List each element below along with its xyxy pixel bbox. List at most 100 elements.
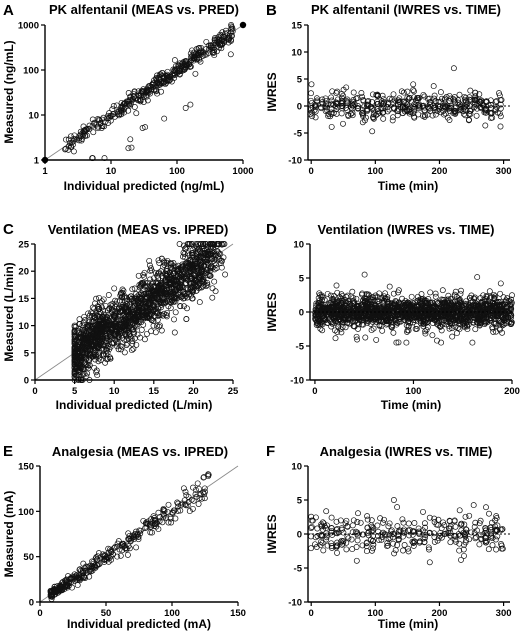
data-point — [401, 520, 406, 525]
x-tick-label: 5 — [72, 386, 78, 397]
data-point — [458, 557, 463, 562]
chart-title: Ventilation (IWRES vs. TIME) — [318, 222, 495, 237]
data-point — [110, 107, 115, 112]
data-point — [334, 550, 339, 555]
data-point — [404, 340, 409, 345]
data-point — [166, 502, 171, 507]
data-point — [438, 90, 443, 95]
y-tick-label: 10 — [18, 321, 29, 332]
data-point — [333, 336, 338, 341]
data-point — [172, 58, 177, 63]
data-point — [498, 541, 503, 546]
y-tick-label: 100 — [23, 66, 39, 77]
y-axis-label: Measured (L/min) — [2, 262, 16, 361]
data-point — [126, 146, 131, 151]
data-point — [498, 114, 503, 119]
data-points — [313, 272, 515, 345]
data-points — [72, 241, 228, 382]
x-tick-label: 150 — [230, 608, 246, 619]
chart-title: PK alfentanil (MEAS vs. PRED) — [49, 2, 239, 17]
chart-title: Ventilation (MEAS vs. IPRED) — [48, 222, 229, 237]
data-point — [345, 293, 350, 298]
data-point — [380, 520, 385, 525]
data-point — [470, 340, 475, 345]
data-point — [380, 328, 385, 333]
y-tick-label: 10 — [293, 240, 304, 251]
endpoint-marker — [240, 22, 246, 28]
data-point — [128, 137, 133, 142]
data-point — [210, 286, 215, 291]
data-point — [473, 327, 478, 332]
data-point — [458, 288, 463, 293]
y-axis-label: Measured (ng/mL) — [2, 40, 16, 143]
data-point — [498, 124, 503, 129]
data-point — [391, 330, 396, 335]
x-axis-label: Individual predicted (mA) — [67, 617, 211, 631]
data-points — [308, 497, 505, 565]
y-tick-label: 15 — [291, 21, 302, 32]
data-point — [457, 548, 462, 553]
x-tick-label: 10 — [109, 386, 120, 397]
y-tick-label: 0 — [29, 598, 34, 609]
panel-letter: F — [266, 443, 275, 460]
y-tick-label: 100 — [18, 507, 34, 518]
data-point — [453, 289, 458, 294]
data-point — [162, 116, 167, 121]
x-tick-label: 0 — [32, 386, 37, 397]
data-point — [197, 300, 202, 305]
chart-title: Analgesia (MEAS vs. IPRED) — [52, 444, 228, 459]
y-tick-label: 0 — [24, 376, 29, 387]
x-axis-label: Time (min) — [381, 398, 441, 412]
data-point — [346, 536, 351, 541]
x-tick-label: 50 — [101, 608, 112, 619]
data-point — [498, 281, 503, 286]
data-point — [475, 275, 480, 280]
x-tick-label: 100 — [164, 608, 180, 619]
y-tick-label: 150 — [18, 462, 34, 473]
x-tick-label: 1 — [42, 166, 48, 177]
x-tick-label: 100 — [406, 386, 422, 397]
x-tick-label: 200 — [432, 166, 448, 177]
data-point — [106, 292, 111, 297]
data-point — [344, 547, 349, 552]
data-points — [308, 66, 504, 134]
data-point — [334, 283, 339, 288]
data-point — [313, 115, 318, 120]
data-point — [359, 90, 364, 95]
data-point — [228, 52, 233, 57]
data-points — [63, 22, 236, 160]
panel-c: C Ventilation (MEAS vs. IPRED) Measured … — [2, 221, 239, 412]
data-points — [48, 472, 211, 602]
data-point — [172, 330, 177, 335]
data-point — [439, 340, 444, 345]
x-tick-label: 15 — [149, 386, 160, 397]
data-point — [427, 560, 432, 565]
data-point — [75, 583, 80, 588]
data-point — [400, 517, 405, 522]
data-point — [471, 503, 476, 508]
data-point — [112, 286, 117, 291]
x-tick-label: 25 — [228, 386, 239, 397]
data-point — [412, 520, 417, 525]
data-point — [321, 548, 326, 553]
x-tick-label: 1000 — [232, 166, 253, 177]
data-point — [114, 103, 119, 108]
data-point — [430, 333, 435, 338]
data-point — [391, 92, 396, 97]
panel-letter: D — [266, 221, 277, 238]
data-point — [391, 497, 396, 502]
x-axis-label: Time (min) — [378, 179, 438, 193]
data-point — [350, 289, 355, 294]
y-tick-label: -10 — [290, 376, 304, 387]
data-point — [370, 129, 375, 134]
data-point — [467, 513, 472, 518]
data-point — [409, 294, 414, 299]
data-point — [450, 334, 455, 339]
x-axis-label: Individual predicted (ng/mL) — [64, 179, 225, 193]
y-axis-label: IWRES — [265, 72, 279, 111]
y-axis-label: Measured (mA) — [2, 491, 16, 578]
x-tick-label: 0 — [312, 386, 317, 397]
data-point — [134, 111, 139, 116]
data-point — [351, 90, 356, 95]
chart-title: Analgesia (IWRES vs. TIME) — [320, 444, 493, 459]
